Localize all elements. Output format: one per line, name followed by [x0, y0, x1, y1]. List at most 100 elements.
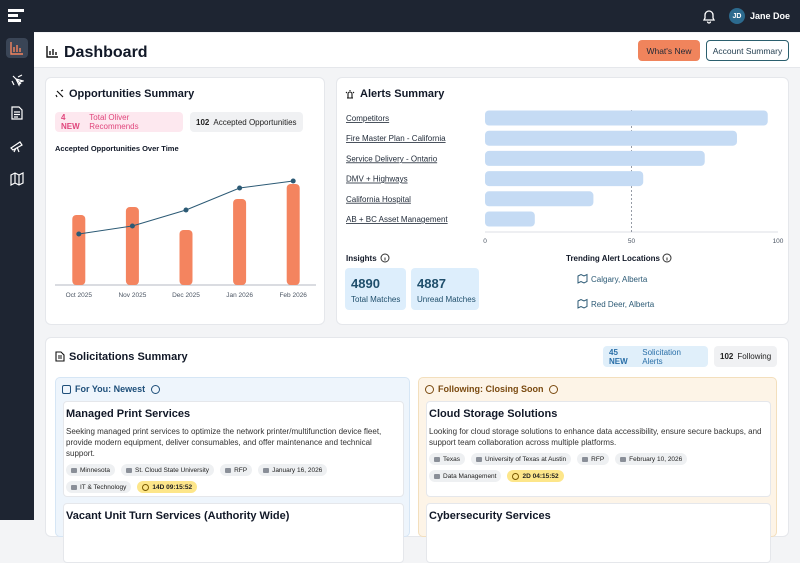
card-title: Vacant Unit Turn Services (Authority Wid…: [66, 510, 290, 522]
element: [8, 19, 21, 22]
tag-icon: [434, 473, 440, 479]
whats-new-button[interactable]: What's New: [638, 40, 700, 61]
tag: St. Cloud State University: [121, 464, 215, 476]
tag-row: Minnesota St. Cloud State University RFP Ja…: [66, 464, 395, 476]
tag: January 16, 2026: [258, 464, 328, 476]
tag-text: RFP: [591, 455, 605, 463]
element: [8, 14, 18, 17]
tag-icon: [71, 484, 77, 490]
stat-box: 4887 Unread Matches: [411, 268, 479, 310]
account-summary-button[interactable]: Account Summary: [706, 40, 789, 61]
badge-count: 4 NEW: [61, 113, 80, 131]
sidebar: [0, 32, 34, 520]
card-title: Opportunities Summary: [69, 88, 195, 100]
tag: University of Texas at Austin: [470, 453, 572, 465]
bell-icon[interactable]: [701, 8, 717, 24]
info-icon: [151, 384, 161, 394]
panel-icon: [425, 384, 434, 394]
solicitation-card[interactable]: Cybersecurity Services: [426, 503, 771, 563]
tag-row: Data Management 2D 04:15:52: [429, 470, 762, 482]
countdown: 2D 04:15:52: [507, 470, 564, 482]
element: [11, 106, 23, 120]
solicitation-card[interactable]: Vacant Unit Turn Services (Authority Wid…: [63, 503, 404, 563]
trending-title: Trending Alert Locations: [566, 254, 660, 263]
tag-text: Texas: [443, 455, 460, 463]
card-title: Cloud Storage Solutions: [429, 408, 558, 420]
tag-icon: [475, 456, 482, 462]
panel-header: For You: Newest: [62, 384, 161, 394]
panel-title: Following: Closing Soon: [438, 384, 544, 394]
tag-text: St. Cloud State University: [135, 466, 210, 474]
element: [46, 46, 58, 58]
card-description: Seeking managed print services to optimi…: [66, 427, 382, 458]
element: [662, 253, 672, 263]
tag-icon: [71, 467, 77, 473]
header: Dashboard What's New Account Summary: [34, 33, 800, 68]
element: [10, 141, 23, 153]
header-icon: [46, 46, 58, 58]
tag-row: IT & Technology 14D 09:15:52: [66, 481, 395, 493]
info-icon: [662, 253, 672, 263]
card-description: Looking for cloud storage solutions to e…: [429, 427, 762, 447]
tag-icon: [434, 456, 440, 462]
tag: Data Management: [429, 470, 502, 482]
nav-documents[interactable]: [10, 106, 24, 120]
top-bar: JD Jane Doe: [0, 0, 800, 32]
nav-dashboard[interactable]: [10, 41, 24, 55]
solicitation-card[interactable]: Cloud Storage Solutions Looking for cloud…: [426, 401, 771, 497]
clock-icon: [142, 483, 150, 491]
location-link[interactable]: Red Deer, Alberta: [591, 300, 655, 309]
tag-text: Data Management: [443, 472, 497, 480]
stat-value: 4890: [351, 276, 380, 291]
countdown-text: 2D 04:15:52: [522, 472, 559, 480]
element: [10, 172, 24, 186]
card-title: Cybersecurity Services: [429, 510, 551, 522]
solicitation-card[interactable]: Managed Print Services Seeking managed pr…: [63, 401, 404, 497]
countdown: 14D 09:15:52: [137, 481, 198, 493]
element: [55, 351, 65, 362]
stat-label: Total Matches: [351, 295, 401, 304]
tag-icon: [620, 456, 627, 462]
tag-text: February 10, 2026: [629, 455, 683, 463]
countdown-text: 14D 09:15:52: [152, 483, 193, 491]
nav-recommend[interactable]: [10, 73, 24, 87]
page-title: Dashboard: [64, 44, 148, 61]
card-title: Managed Print Services: [66, 408, 191, 420]
info-icon: [380, 253, 390, 263]
badge: 102 Accepted Opportunities: [190, 112, 303, 132]
element: [8, 9, 24, 12]
tag-text: January 16, 2026: [272, 466, 323, 474]
nav-explore[interactable]: [10, 139, 24, 153]
badge-count: 45 NEW: [609, 347, 628, 366]
badge: 4 NEW Total Oliver Recommends: [55, 112, 183, 132]
badge-label: Accepted Opportunities: [213, 117, 297, 127]
tag-text: University of Texas at Austin: [484, 455, 567, 463]
element: [702, 10, 716, 24]
tag-text: Minnesota: [80, 466, 110, 474]
card-title: Alerts Summary: [360, 88, 445, 100]
element: [380, 253, 390, 263]
avatar: JD: [729, 8, 745, 24]
tag-icon: [225, 467, 232, 473]
element: [55, 89, 64, 98]
user-name: Jane Doe: [750, 11, 791, 21]
card-icon: [345, 90, 355, 99]
tag: Texas: [429, 453, 465, 465]
nav-map[interactable]: [10, 172, 24, 186]
badge-label: Solicitation Alerts: [642, 347, 681, 366]
badge-count: 102: [196, 117, 210, 127]
chart-title: Accepted Opportunities Over Time: [55, 144, 179, 153]
tag: RFP: [577, 453, 610, 465]
tag-icon: [126, 467, 132, 473]
card-title: Solicitations Summary: [69, 351, 188, 363]
tag-text: IT & Technology: [80, 483, 127, 491]
tag-row: Texas University of Texas at Austin RFP Feb…: [429, 453, 762, 465]
badge-count: 102: [720, 352, 734, 361]
stat-box: 4890 Total Matches: [345, 268, 406, 310]
location-link[interactable]: Calgary, Alberta: [591, 275, 648, 284]
tag: RFP: [220, 464, 253, 476]
panel-header: Following: Closing Soon: [425, 384, 559, 394]
badge-label: Following: [737, 352, 772, 361]
card-icon: [55, 351, 65, 362]
